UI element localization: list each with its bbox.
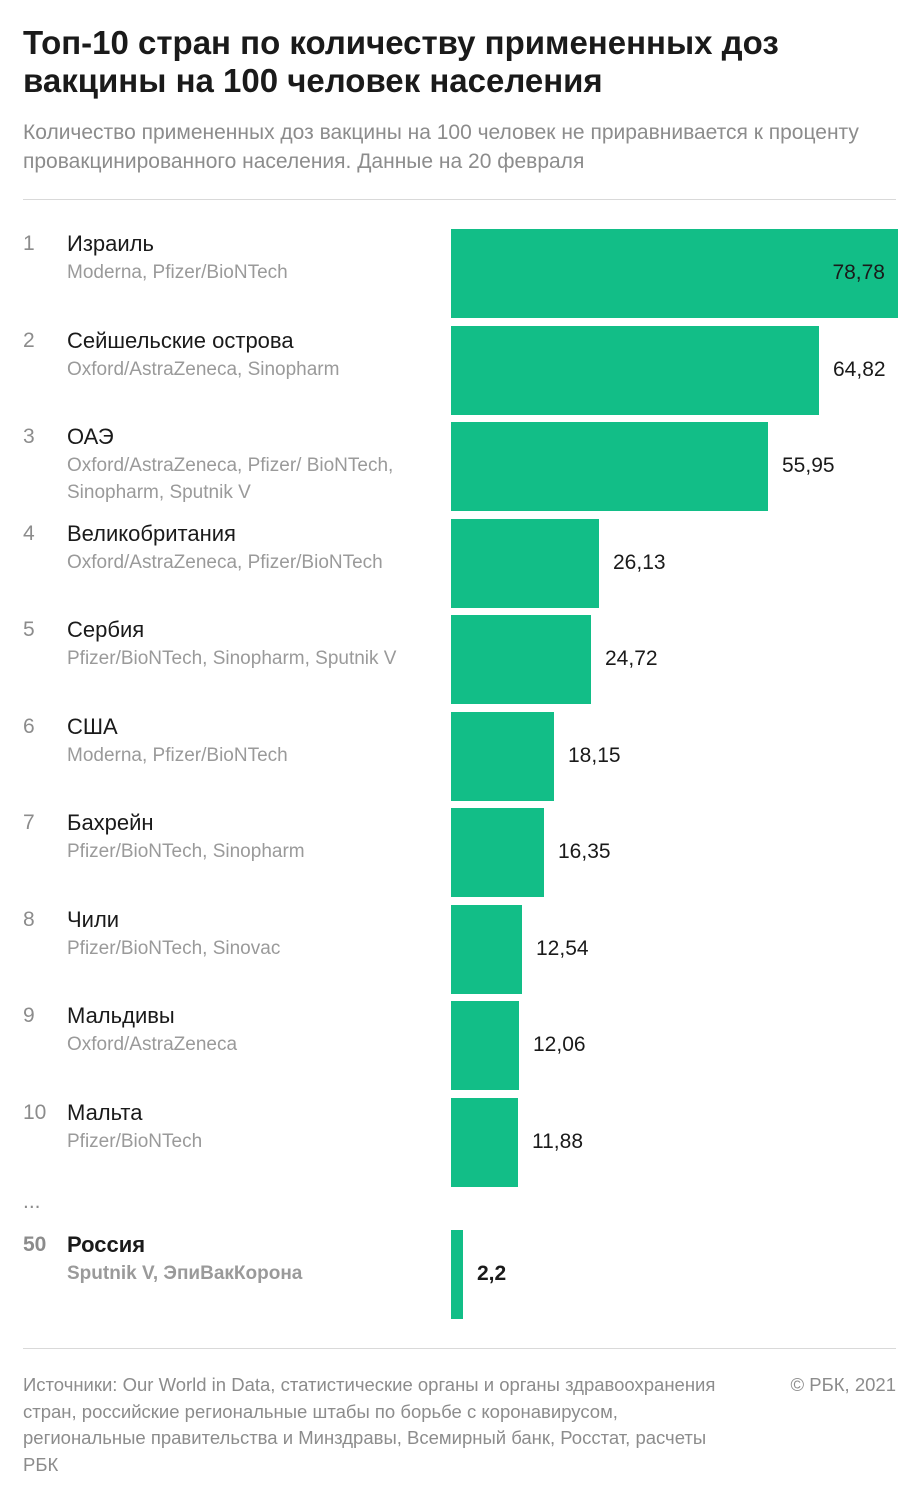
chart-row: 6 США Moderna, Pfizer/BioNTech 18,15 xyxy=(0,711,919,802)
value-label: 55,95 xyxy=(782,454,835,477)
rank-label: 2 xyxy=(23,328,35,352)
chart-row: 1 Израиль Moderna, Pfizer/BioNTech 78,78 xyxy=(0,229,919,319)
vaccines-label: Pfizer/BioNTech, Sinopharm xyxy=(67,841,305,862)
value-label: 12,06 xyxy=(533,1033,586,1056)
chart-row: 10 Мальта Pfizer/BioNTech 11,88 xyxy=(0,1097,919,1188)
rank-label: 50 xyxy=(23,1233,47,1256)
bar xyxy=(451,615,591,704)
value-label: 78,78 xyxy=(832,261,885,284)
value-label: 16,35 xyxy=(558,840,611,863)
bar xyxy=(451,422,768,511)
country-label: Россия xyxy=(67,1232,146,1257)
rank-label: 10 xyxy=(23,1100,47,1124)
bar xyxy=(451,518,599,608)
chart-row: 5 Сербия Pfizer/BioNTech, Sinopharm, Sputn… xyxy=(0,615,919,705)
bottom-divider xyxy=(23,1348,896,1349)
rank-label: 7 xyxy=(23,811,35,834)
value-label: 18,15 xyxy=(568,743,621,767)
vaccines-label: Oxford/AstraZeneca, Pfizer/ BioNTech, Si… xyxy=(67,455,394,503)
country-label: ОАЭ xyxy=(67,424,114,449)
bar xyxy=(451,1097,518,1187)
value-label: 12,54 xyxy=(536,936,589,960)
chart-row: 50 Россия Sputnik V, ЭпиВакКорона 2,2 xyxy=(0,1230,919,1320)
bar xyxy=(451,325,819,415)
chart-row: 9 Мальдивы Oxford/AstraZeneca 12,06 xyxy=(0,1001,919,1091)
value-label: 24,72 xyxy=(605,647,658,670)
country-label: Мальта xyxy=(67,1099,143,1125)
copyright: © РБК, 2021 xyxy=(790,1374,896,1395)
rank-gap-ellipsis: ... xyxy=(23,1190,41,1213)
country-label: Великобритания xyxy=(67,520,236,546)
country-label: Чили xyxy=(67,906,120,932)
country-label: Мальдивы xyxy=(67,1003,175,1028)
vaccines-label: Pfizer/BioNTech xyxy=(67,1130,203,1152)
bar xyxy=(451,711,554,801)
country-label: Бахрейн xyxy=(67,810,154,835)
rank-label: 9 xyxy=(23,1004,35,1027)
rank-label: 5 xyxy=(23,618,35,641)
chart-row: 8 Чили Pfizer/BioNTech, Sinovac 12,54 xyxy=(0,904,919,995)
vaccines-label: Pfizer/BioNTech, Sinovac xyxy=(67,937,281,959)
vaccines-label: Oxford/AstraZeneca, Pfizer/BioNTech xyxy=(67,551,383,573)
rank-label: 6 xyxy=(23,714,35,738)
rank-label: 8 xyxy=(23,907,35,931)
bar xyxy=(451,904,522,994)
rank-label: 1 xyxy=(23,232,35,255)
value-label: 11,88 xyxy=(532,1129,583,1153)
chart-title: Топ-10 стран по количеству примененных д… xyxy=(23,24,779,99)
bar xyxy=(451,229,898,318)
rank-label: 4 xyxy=(23,521,35,545)
chart-row: 4 Великобритания Oxford/AstraZeneca, Pfize… xyxy=(0,518,919,609)
value-label: 64,82 xyxy=(833,357,886,381)
country-label: Израиль xyxy=(67,231,154,256)
chart-row: 3 ОАЭ Oxford/AstraZeneca, Pfizer/ BioNTech… xyxy=(0,422,919,512)
vaccines-label: Pfizer/BioNTech, Sinopharm, Sputnik V xyxy=(67,648,397,669)
chart-subtitle: Количество примененных доз вакцины на 10… xyxy=(23,121,859,173)
vaccines-label: Oxford/AstraZeneca xyxy=(67,1034,238,1055)
bar xyxy=(451,808,544,897)
rank-label: 3 xyxy=(23,425,35,448)
sources-note: Источники: Our World in Data, статистиче… xyxy=(23,1374,716,1475)
value-label: 2,2 xyxy=(477,1262,507,1285)
country-label: Сейшельские острова xyxy=(67,327,294,353)
bar xyxy=(451,1001,519,1090)
vaccines-label: Sputnik V, ЭпиВакКорона xyxy=(67,1263,303,1284)
top-divider xyxy=(23,199,896,200)
country-label: США xyxy=(67,713,118,739)
value-label: 26,13 xyxy=(613,550,666,574)
chart-row: 7 Бахрейн Pfizer/BioNTech, Sinopharm 16,35 xyxy=(0,808,919,898)
country-label: Сербия xyxy=(67,617,145,642)
bar xyxy=(451,1230,463,1319)
vaccines-label: Oxford/AstraZeneca, Sinopharm xyxy=(67,358,340,380)
vaccines-label: Moderna, Pfizer/BioNTech xyxy=(67,744,288,766)
vaccines-label: Moderna, Pfizer/BioNTech xyxy=(67,262,288,283)
chart-row: 2 Сейшельские острова Oxford/AstraZeneca, … xyxy=(0,325,919,416)
